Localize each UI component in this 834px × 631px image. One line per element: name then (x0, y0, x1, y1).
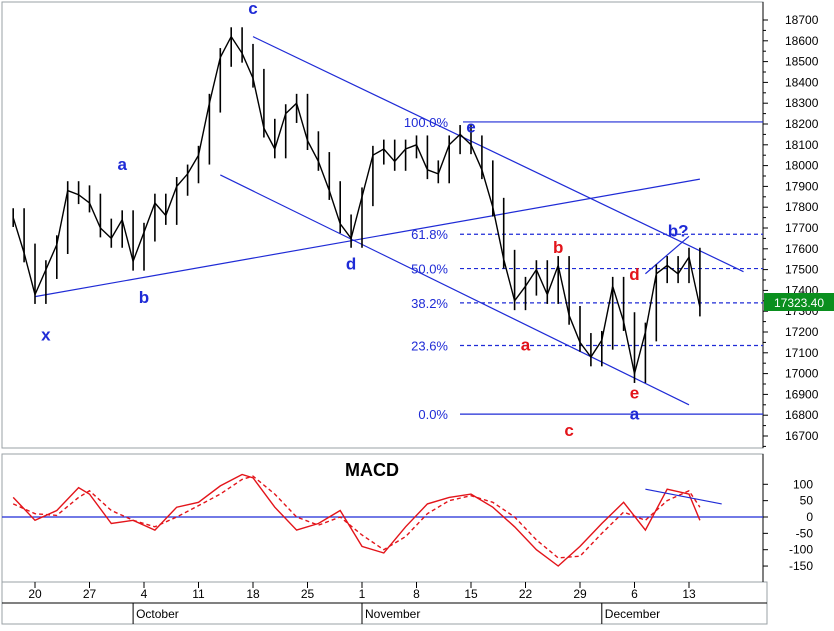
price-y-tick-label: 17700 (785, 221, 819, 235)
date-tick-label: 22 (519, 587, 533, 601)
wave-label: b (139, 288, 149, 307)
macd-line (12, 473, 701, 567)
date-tick-label: 11 (192, 587, 205, 601)
wave-label: a (117, 155, 127, 174)
price-y-tick-label: 18000 (785, 159, 819, 173)
date-tick-label: 25 (301, 587, 315, 601)
wave-label: x (41, 325, 51, 344)
macd-series (2, 473, 763, 567)
date-tick-label: 29 (573, 587, 587, 601)
wave-label: c (248, 0, 257, 18)
date-tick-label: 4 (141, 587, 148, 601)
month-label: December (605, 607, 660, 621)
month-label: November (365, 607, 420, 621)
month-label: October (136, 607, 179, 621)
wave-label: d (346, 255, 356, 274)
fib-level-label: 50.0% (411, 262, 448, 277)
date-tick-label: 18 (246, 587, 260, 601)
price-y-tick-label: 16800 (785, 408, 819, 422)
macd-y-tick-label: -50 (796, 526, 814, 540)
price-trendline (220, 174, 690, 406)
date-tick-label: 27 (83, 587, 97, 601)
price-y-axis: 1670016800169001700017100172001730017400… (763, 13, 819, 447)
price-trendline (645, 235, 690, 275)
price-y-tick-label: 18100 (785, 138, 819, 152)
macd-y-tick-label: -150 (789, 559, 813, 573)
price-y-tick-label: 17100 (785, 346, 819, 360)
date-tick-label: 15 (464, 587, 478, 601)
price-y-tick-label: 16900 (785, 387, 819, 401)
macd-title: MACD (345, 460, 399, 480)
fibonacci-levels: 100.0% 61.8% 50.0% 38.2% 23.6% 0.0% (404, 115, 763, 422)
macd-y-tick-label: 0 (806, 510, 813, 524)
price-y-tick-label: 18700 (785, 13, 819, 27)
price-y-tick-label: 16700 (785, 429, 819, 443)
date-tick-label: 6 (631, 587, 638, 601)
wave-label: a (630, 404, 640, 423)
price-trendline (252, 36, 744, 273)
macd-y-tick-label: 50 (800, 494, 814, 508)
wave-label: b? (668, 221, 689, 240)
date-tick-label: 8 (413, 587, 420, 601)
price-y-tick-label: 17600 (785, 242, 819, 256)
date-tick-label: 20 (28, 587, 42, 601)
macd-trendline (645, 488, 722, 505)
price-y-tick-label: 17000 (785, 367, 819, 381)
last-price-box (764, 293, 834, 311)
wave-label: c (564, 421, 573, 440)
trendlines (34, 36, 744, 406)
price-y-tick-label: 18500 (785, 55, 819, 69)
wave-label: d (629, 265, 639, 284)
price-y-tick-label: 17800 (785, 200, 819, 214)
macd-y-tick-label: -100 (789, 543, 813, 557)
last-price-label: 17323.40 (774, 296, 824, 310)
price-y-tick-label: 18400 (785, 75, 819, 89)
macd-signal-line (12, 475, 701, 559)
fib-level-label: 0.0% (418, 407, 448, 422)
date-tick-label: 1 (359, 587, 366, 601)
fib-level-label: 61.8% (411, 227, 448, 242)
price-close-line (12, 35, 701, 374)
wave-label: e (466, 117, 475, 136)
macd-y-axis: -150 -100 -50 0 50 100 (763, 477, 813, 573)
macd-y-tick-label: 100 (793, 477, 813, 491)
price-y-tick-label: 17900 (785, 179, 819, 193)
price-y-tick-label: 18200 (785, 117, 819, 131)
fib-level-label: 23.6% (411, 339, 448, 354)
price-y-tick-label: 17500 (785, 263, 819, 277)
price-y-tick-label: 18300 (785, 96, 819, 110)
fib-level-label: 100.0% (404, 115, 449, 130)
date-tick-label: 13 (682, 587, 696, 601)
price-trendline (34, 178, 701, 298)
fib-level-label: 38.2% (411, 296, 448, 311)
price-panel-frame (1, 1, 764, 449)
price-series (12, 27, 701, 383)
wave-label: e (630, 384, 639, 403)
wave-label: a (521, 336, 531, 355)
wave-label: b (553, 238, 563, 257)
price-y-tick-label: 18600 (785, 34, 819, 48)
price-y-tick-label: 17200 (785, 325, 819, 339)
